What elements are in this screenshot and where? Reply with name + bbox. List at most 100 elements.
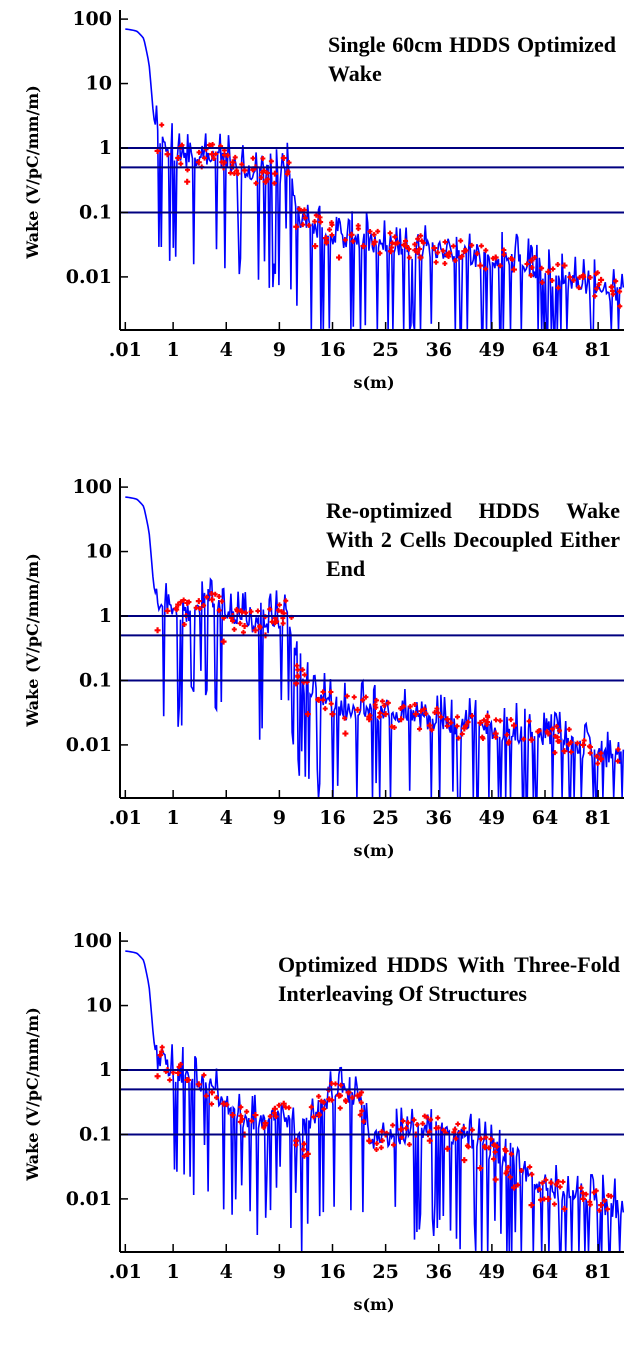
- wake-data-point: [615, 746, 621, 752]
- wake-data-point: [360, 243, 367, 250]
- wake-data-point: [568, 749, 574, 755]
- wake-data-point: [389, 724, 395, 730]
- wake-data-point: [605, 1206, 611, 1212]
- wake-chart-panel-1: 100 10 1 0.1 0.01.01 1 4 9 16 25 36 49 64 81 s(m) Wake …: [0, 0, 636, 420]
- wake-data-point: [561, 1205, 568, 1212]
- wake-data-point: [354, 706, 361, 713]
- wake-data-point: [486, 1145, 492, 1151]
- wake-data-point: [201, 1072, 207, 1078]
- wake-data-point: [379, 1129, 385, 1135]
- wake-data-point: [377, 250, 383, 256]
- wake-data-point: [484, 713, 490, 719]
- wake-data-point: [527, 1164, 533, 1170]
- wake-data-point: [435, 249, 441, 255]
- wake-data-point: [580, 1195, 587, 1202]
- wake-data-point: [395, 240, 401, 246]
- wake-data-point: [260, 156, 266, 162]
- wake-data-point: [268, 158, 274, 164]
- y-axis-label: Wake (V/pC/mm/m): [23, 553, 42, 728]
- wake-data-point: [329, 232, 335, 238]
- y-tick-label: 10: [86, 541, 112, 563]
- wake-data-point: [276, 602, 282, 608]
- wake-data-point: [485, 719, 491, 725]
- wake-data-point: [322, 706, 328, 712]
- wake-data-point: [195, 598, 202, 605]
- x-tick-label: 16: [319, 339, 345, 361]
- wake-data-point: [461, 1157, 468, 1164]
- wake-data-point: [419, 238, 425, 244]
- wake-data-point: [237, 1119, 243, 1125]
- wake-data-point: [458, 238, 464, 244]
- wake-data-point: [560, 1179, 566, 1185]
- wake-data-point: [253, 180, 259, 186]
- wake-data-point: [248, 609, 254, 615]
- wake-data-point: [280, 1100, 287, 1107]
- wake-chart-panel-3: 100 10 1 0.1 0.01.01 1 4 9 16 25 36 49 64 81 s(m) Wake …: [0, 922, 636, 1342]
- wake-data-point: [173, 605, 179, 611]
- wake-data-point: [452, 1126, 458, 1132]
- wake-data-point: [507, 1174, 513, 1180]
- wake-data-point: [349, 1095, 355, 1101]
- wake-data-point: [528, 272, 534, 278]
- wake-data-point: [302, 672, 308, 678]
- wake-data-point: [209, 596, 216, 603]
- wake-data-point: [521, 736, 527, 742]
- wake-data-point: [488, 1136, 494, 1142]
- x-tick-label: 25: [372, 807, 398, 829]
- wake-data-point: [501, 247, 507, 253]
- wake-data-point: [535, 729, 541, 735]
- wake-data-point: [311, 1114, 317, 1120]
- x-tick-label: 81: [585, 1261, 611, 1283]
- wake-data-point: [195, 159, 202, 166]
- wake-data-point: [503, 1170, 509, 1176]
- wake-data-point: [452, 258, 458, 264]
- wake-data-point: [431, 245, 438, 252]
- wake-data-point: [159, 1049, 165, 1055]
- wake-data-point: [474, 251, 480, 257]
- wake-data-point: [544, 728, 550, 734]
- wake-data-point: [320, 697, 326, 703]
- wake-data-point: [178, 161, 184, 167]
- wake-data-point: [275, 607, 281, 613]
- wake-data-point: [301, 1153, 307, 1159]
- wake-data-point: [216, 594, 222, 600]
- wake-data-point: [343, 1097, 349, 1103]
- wake-data-point: [617, 303, 623, 309]
- wake-data-point: [412, 247, 418, 253]
- wake-data-point: [308, 1104, 314, 1110]
- wake-data-point: [338, 1082, 344, 1088]
- wake-data-point: [336, 254, 343, 261]
- wake-data-point: [459, 731, 465, 737]
- wake-data-point: [602, 1198, 608, 1204]
- wake-data-point: [329, 1097, 335, 1103]
- wake-data-point: [415, 236, 421, 242]
- wake-data-point: [389, 240, 395, 246]
- wake-data-point: [510, 1184, 517, 1191]
- wake-data-point: [554, 734, 560, 740]
- wake-data-point: [250, 155, 256, 161]
- wake-data-point: [415, 250, 421, 256]
- wake-data-point: [478, 1136, 484, 1142]
- wake-data-point: [412, 241, 418, 247]
- wake-data-point: [580, 741, 587, 748]
- wake-data-point: [580, 1190, 586, 1196]
- wake-data-point: [271, 170, 278, 177]
- wake-data-point: [398, 706, 404, 712]
- wake-data-point: [453, 1136, 459, 1142]
- wake-data-point: [505, 740, 511, 746]
- x-tick-label: 4: [220, 807, 233, 829]
- wake-data-point: [587, 274, 593, 280]
- wake-data-point: [317, 1112, 323, 1118]
- wake-data-point: [587, 744, 593, 750]
- wake-data-point: [375, 228, 381, 234]
- wake-data-point: [617, 289, 623, 295]
- wake-data-point: [515, 1182, 521, 1188]
- wake-data-point: [552, 750, 558, 756]
- wake-data-point: [221, 160, 227, 166]
- wake-data-point: [555, 1179, 561, 1185]
- wake-data-point: [181, 597, 187, 603]
- wake-data-point: [481, 717, 487, 723]
- wake-data-point: [458, 254, 464, 260]
- wake-data-point: [267, 1113, 273, 1119]
